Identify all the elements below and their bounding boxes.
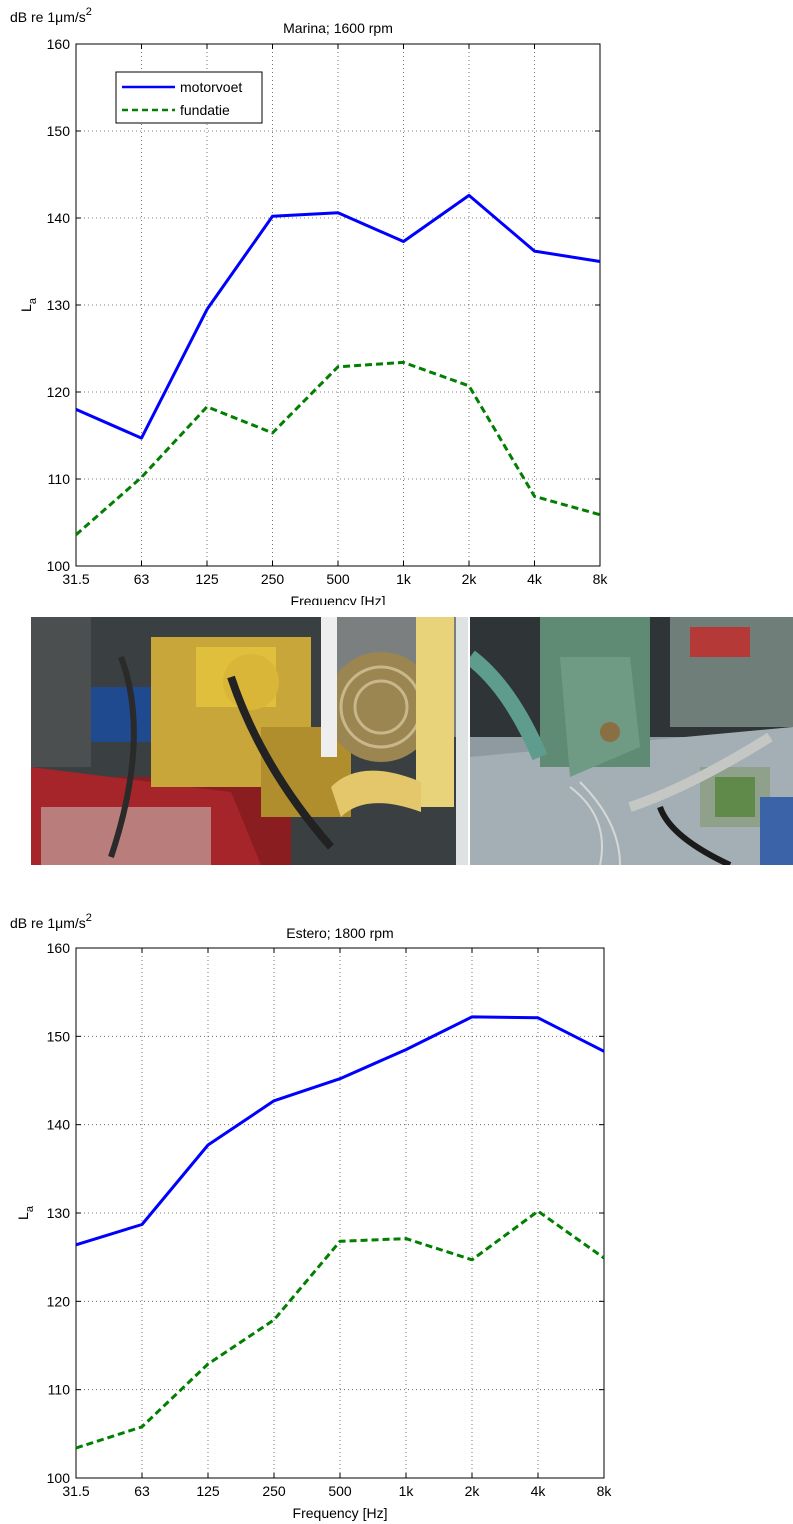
x-tick-label: 4k (531, 1483, 547, 1499)
legend-box (115, 71, 263, 124)
photo-engine-foot-image (470, 617, 793, 865)
y-tick-label: 100 (47, 1470, 71, 1486)
x-tick-label: 125 (196, 1483, 220, 1499)
y-unit-rest: m/s (63, 915, 86, 931)
series-line-motorvoet (75, 193, 601, 440)
x-tick-label: 63 (134, 571, 150, 587)
y-unit-mu: μ (55, 9, 63, 25)
photo-engine-foot (470, 617, 793, 865)
legend-label-motorvoet: motorvoet (180, 79, 242, 95)
y-tick-label: 140 (47, 1117, 71, 1133)
series-lines (75, 193, 601, 536)
chart-title: Marina; 1600 rpm (283, 20, 393, 36)
y-axis-label: La (15, 1205, 36, 1220)
y-tick-label: 160 (47, 36, 71, 52)
x-tick-label: 250 (262, 1483, 286, 1499)
y-tick-label: 110 (48, 1382, 71, 1398)
y-unit-superscript: 2 (86, 912, 92, 924)
x-tick-label: 2k (462, 571, 478, 587)
x-tick-label: 500 (326, 571, 350, 587)
series-lines (75, 1015, 605, 1450)
series-line-fundatie (75, 1209, 605, 1450)
svg-text:La: La (18, 297, 39, 312)
y-unit-superscript: 2 (86, 6, 92, 18)
chart-estero: 31.5 63 125 250 500 1k 2k 4k 8k 100 110 120 130 140 15… (10, 912, 613, 1521)
x-tick-label: 4k (527, 571, 543, 587)
photo-engine-room-image (31, 617, 468, 865)
tick-marks (75, 947, 605, 1479)
photo-strip (31, 617, 793, 865)
y-tick-label: 130 (47, 297, 71, 313)
y-tick-label: 160 (47, 940, 71, 956)
tick-labels: 31.5 63 125 250 500 1k 2k 4k 8k 100 110 120 130 140 15… (47, 36, 609, 587)
y-axis-unit: dB re 1μm/s2 (10, 912, 92, 931)
tick-labels: 31.5 63 125 250 500 1k 2k 4k 8k 100 110 120 130 140 15… (47, 940, 613, 1499)
y-tick-label: 100 (47, 558, 71, 574)
x-tick-label: 8k (597, 1483, 613, 1499)
y-tick-label: 150 (47, 1028, 71, 1044)
y-axis-label: La (18, 297, 39, 312)
y-tick-label: 140 (47, 210, 71, 226)
x-axis-label: Frequency [Hz] (291, 593, 386, 605)
chart-marina: 31.5 63 125 250 500 1k 2k 4k 8k 100 110 120 130 140 15… (10, 6, 609, 605)
x-tick-label: 250 (261, 571, 285, 587)
x-tick-label: 1k (399, 1483, 415, 1499)
x-tick-label: 31.5 (62, 1483, 89, 1499)
x-tick-label: 500 (328, 1483, 352, 1499)
y-unit-rest: m/s (63, 9, 86, 25)
series-line-fundatie (75, 360, 601, 536)
tick-marks (75, 43, 601, 567)
y-tick-label: 130 (47, 1205, 71, 1221)
y-axis-unit: dB re 1μm/s2 (10, 6, 92, 25)
x-tick-label: 1k (396, 571, 412, 587)
grid-lines (76, 44, 600, 566)
photo-engine-room (31, 617, 468, 865)
y-unit-mu: μ (55, 915, 63, 931)
svg-text:La: La (15, 1205, 36, 1220)
y-unit-prefix: dB re 1 (10, 9, 55, 25)
x-tick-label: 125 (195, 571, 219, 587)
series-line-motorvoet (75, 1015, 605, 1247)
x-tick-label: 63 (134, 1483, 150, 1499)
chart-title: Estero; 1800 rpm (286, 925, 393, 941)
legend: motorvoet fundatie (115, 71, 263, 124)
y-tick-label: 120 (47, 384, 71, 400)
grid-lines (76, 948, 604, 1478)
x-axis-label: Frequency [Hz] (293, 1505, 388, 1521)
y-tick-label: 110 (48, 471, 71, 487)
y-axis-subscript: a (24, 1205, 36, 1212)
y-tick-label: 150 (47, 123, 71, 139)
y-axis-symbol: L (18, 304, 34, 312)
x-tick-label: 2k (465, 1483, 481, 1499)
legend-label-fundatie: fundatie (180, 102, 230, 118)
y-axis-symbol: L (15, 1212, 31, 1220)
y-unit-prefix: dB re 1 (10, 915, 55, 931)
y-tick-label: 120 (47, 1293, 71, 1309)
x-tick-label: 8k (593, 571, 609, 587)
y-axis-subscript: a (27, 297, 39, 304)
x-tick-label: 31.5 (62, 571, 89, 587)
